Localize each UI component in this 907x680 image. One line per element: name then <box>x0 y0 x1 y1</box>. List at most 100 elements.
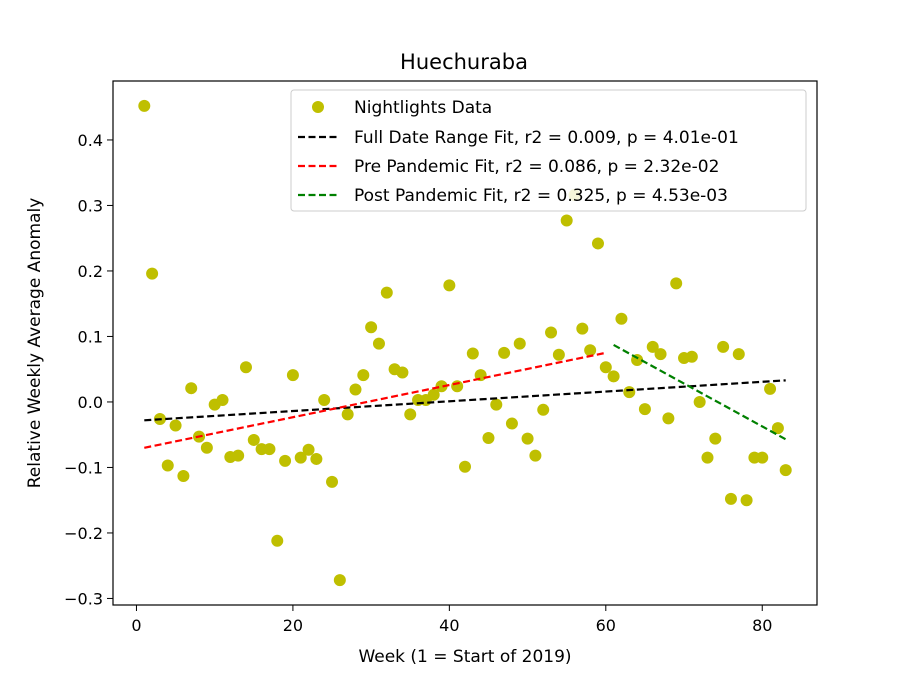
y-tick-label-7: 0.4 <box>78 131 103 150</box>
data-point-23 <box>310 452 323 465</box>
data-point-20 <box>286 369 299 382</box>
data-point-50 <box>521 432 534 445</box>
pre-pandemic-fit-line <box>144 351 607 449</box>
chart-marks <box>138 99 792 587</box>
data-point-24 <box>318 393 331 406</box>
legend: Nightlights Data Full Date Range Fit, r2 … <box>290 89 807 212</box>
data-point-29 <box>357 369 370 382</box>
x-tick-label-80: 80 <box>752 616 772 635</box>
data-point-49 <box>513 337 526 350</box>
y-tick-label-0: −0.3 <box>64 589 103 608</box>
x-tick-label-40: 40 <box>439 616 459 635</box>
plot-area <box>112 80 818 606</box>
data-point-47 <box>498 346 511 359</box>
data-point-83 <box>779 464 792 477</box>
data-point-55 <box>560 214 573 227</box>
y-tick-label-4: 0.1 <box>78 327 103 346</box>
data-point-54 <box>552 348 565 361</box>
data-point-43 <box>466 347 479 360</box>
y-axis-label: Relative Weekly Average Anomaly <box>25 198 45 489</box>
data-point-42 <box>459 460 471 473</box>
data-point-28 <box>349 383 362 396</box>
data-point-48 <box>505 417 518 430</box>
legend-box <box>290 89 807 212</box>
data-point-9 <box>200 441 213 454</box>
data-point-65 <box>638 403 651 416</box>
legend-full-fit-label: Full Date Range Fit, r2 = 0.009, p = 4.0… <box>354 128 739 148</box>
data-point-31 <box>372 337 385 350</box>
y-tick-label-3: 0.0 <box>78 393 103 412</box>
data-point-40 <box>443 279 456 292</box>
data-point-18 <box>271 534 284 547</box>
data-point-4 <box>161 459 174 472</box>
data-point-21 <box>294 451 307 464</box>
data-point-6 <box>177 469 190 482</box>
data-point-58 <box>584 344 597 357</box>
data-point-52 <box>537 403 550 416</box>
data-point-45 <box>482 431 495 444</box>
data-point-62 <box>615 312 628 325</box>
data-point-1 <box>138 99 151 112</box>
x-tick-label-0: 0 <box>131 616 141 635</box>
data-point-74 <box>709 432 722 445</box>
legend-nightlights-label: Nightlights Data <box>354 98 492 118</box>
data-point-5 <box>169 419 182 432</box>
legend-pre-fit-label: Pre Pandemic Fit, r2 = 0.086, p = 2.32e-… <box>354 157 719 177</box>
x-axis-label: Week (1 = Start of 2019) <box>358 647 571 667</box>
data-point-57 <box>576 322 589 335</box>
data-point-60 <box>599 361 612 374</box>
data-point-81 <box>764 382 777 395</box>
data-point-13 <box>232 449 245 462</box>
data-point-27 <box>341 408 354 421</box>
data-point-17 <box>263 443 276 456</box>
data-point-59 <box>591 237 604 250</box>
data-point-2 <box>146 267 159 280</box>
data-point-75 <box>717 340 730 353</box>
full-range-fit-line <box>144 379 786 422</box>
data-point-66 <box>646 340 659 353</box>
data-point-51 <box>529 449 542 462</box>
data-point-78 <box>740 494 753 507</box>
y-tick-label-5: 0.2 <box>78 262 103 281</box>
y-tick-label-6: 0.3 <box>78 196 103 215</box>
legend-nightlights-marker <box>312 101 324 113</box>
y-tick-label-1: −0.2 <box>64 524 103 543</box>
data-point-68 <box>662 412 675 425</box>
data-point-39 <box>435 380 448 393</box>
data-point-11 <box>216 393 229 406</box>
data-point-35 <box>404 408 417 421</box>
data-point-38 <box>427 388 440 401</box>
data-point-14 <box>239 361 252 374</box>
data-point-19 <box>279 454 292 467</box>
data-point-61 <box>607 370 620 383</box>
data-point-30 <box>365 321 378 334</box>
data-point-71 <box>685 350 698 363</box>
x-tick-label-60: 60 <box>596 616 616 635</box>
data-point-77 <box>732 348 745 361</box>
data-point-76 <box>724 492 737 505</box>
data-point-26 <box>333 574 346 587</box>
data-point-34 <box>396 366 409 379</box>
data-point-80 <box>756 451 769 464</box>
data-point-53 <box>545 326 558 339</box>
data-point-69 <box>670 277 683 290</box>
data-point-72 <box>693 395 706 408</box>
axis-ticks: 0 20 40 60 80 −0.3 −0.2 −0.1 0.0 0.1 0.2 0.3 0.4 <box>64 131 772 635</box>
plot-frame <box>112 80 818 606</box>
data-point-46 <box>490 398 503 411</box>
y-tick-label-2: −0.1 <box>64 458 103 477</box>
data-point-73 <box>701 451 714 464</box>
legend-post-fit-label: Post Pandemic Fit, r2 = 0.325, p = 4.53e… <box>354 186 728 206</box>
post-pandemic-fit-line <box>613 343 787 441</box>
data-point-15 <box>247 433 260 446</box>
data-point-32 <box>380 286 393 299</box>
data-point-41 <box>451 380 464 393</box>
x-tick-label-20: 20 <box>283 616 303 635</box>
data-point-25 <box>326 475 339 488</box>
chart-title: Huechuraba <box>400 50 528 74</box>
data-point-63 <box>623 386 636 399</box>
data-point-7 <box>185 382 198 395</box>
data-point-82 <box>771 422 784 435</box>
data-point-67 <box>654 348 667 361</box>
